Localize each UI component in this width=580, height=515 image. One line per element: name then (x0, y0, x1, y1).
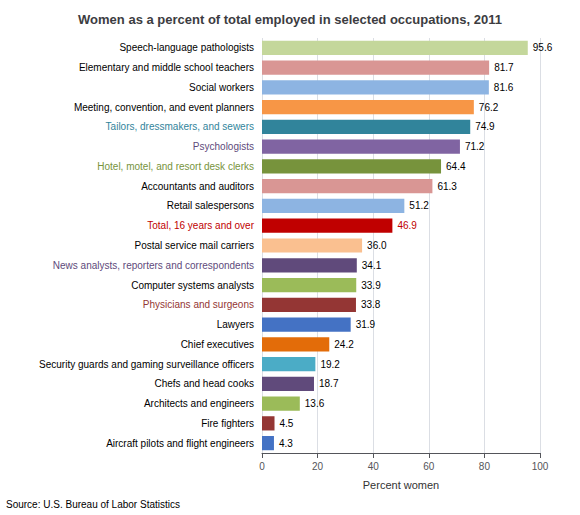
svg-text:18.7: 18.7 (319, 378, 339, 389)
svg-text:Social workers: Social workers (189, 82, 254, 93)
svg-text:Elementary and middle school t: Elementary and middle school teachers (79, 62, 254, 73)
svg-text:81.6: 81.6 (494, 82, 514, 93)
svg-text:Hotel, motel, and resort desk: Hotel, motel, and resort desk clerks (97, 161, 254, 172)
svg-text:Psychologists: Psychologists (193, 141, 254, 152)
svg-text:24.2: 24.2 (334, 339, 354, 350)
svg-text:Postal service mail carriers: Postal service mail carriers (135, 240, 254, 251)
svg-text:33.9: 33.9 (361, 280, 381, 291)
svg-text:Meeting, convention, and event: Meeting, convention, and event planners (74, 102, 254, 113)
svg-text:40: 40 (368, 461, 380, 472)
svg-text:Physicians and surgeons: Physicians and surgeons (143, 299, 254, 310)
svg-text:Retail salespersons: Retail salespersons (167, 200, 254, 211)
svg-text:Chefs and head cooks: Chefs and head cooks (154, 378, 254, 389)
svg-text:Computer systems analysts: Computer systems analysts (131, 280, 254, 291)
svg-text:36.0: 36.0 (367, 240, 387, 251)
svg-text:81.7: 81.7 (494, 62, 514, 73)
svg-text:Security guards and gaming sur: Security guards and gaming surveillance … (39, 359, 254, 370)
svg-text:31.9: 31.9 (356, 319, 376, 330)
svg-text:76.2: 76.2 (479, 102, 499, 113)
svg-text:19.2: 19.2 (320, 359, 340, 370)
svg-text:Fire fighters: Fire fighters (201, 418, 254, 429)
svg-text:Total, 16 years and over: Total, 16 years and over (147, 220, 254, 231)
svg-text:Tailors, dressmakers, and sewe: Tailors, dressmakers, and sewers (106, 121, 254, 132)
svg-text:95.6: 95.6 (533, 42, 553, 53)
svg-text:4.3: 4.3 (279, 438, 293, 449)
svg-text:13.6: 13.6 (305, 398, 325, 409)
svg-text:Lawyers: Lawyers (217, 319, 254, 330)
svg-text:Percent women: Percent women (363, 479, 439, 491)
svg-text:64.4: 64.4 (446, 161, 466, 172)
svg-text:4.5: 4.5 (280, 418, 294, 429)
svg-text:Women as a percent of total em: Women as a percent of total employed in … (78, 12, 502, 27)
svg-text:80: 80 (479, 461, 491, 472)
svg-text:Source: U.S. Bureau of Labor S: Source: U.S. Bureau of Labor Statistics (6, 499, 180, 510)
svg-text:0: 0 (259, 461, 265, 472)
svg-text:34.1: 34.1 (362, 260, 382, 271)
svg-text:51.2: 51.2 (409, 200, 429, 211)
svg-text:74.9: 74.9 (475, 121, 495, 132)
svg-text:100: 100 (532, 461, 549, 472)
svg-text:71.2: 71.2 (465, 141, 485, 152)
svg-text:46.9: 46.9 (397, 220, 417, 231)
svg-text:News analysts, reporters and c: News analysts, reporters and corresponde… (53, 260, 254, 271)
svg-text:Accountants and auditors: Accountants and auditors (141, 181, 254, 192)
svg-text:61.3: 61.3 (437, 181, 457, 192)
svg-text:20: 20 (312, 461, 324, 472)
svg-text:Aircraft pilots and flight eng: Aircraft pilots and flight engineers (106, 438, 254, 449)
svg-text:60: 60 (423, 461, 435, 472)
svg-text:Chief executives: Chief executives (181, 339, 254, 350)
svg-text:Speech-language pathologists: Speech-language pathologists (119, 42, 254, 53)
svg-text:33.8: 33.8 (361, 299, 381, 310)
svg-text:Architects and engineers: Architects and engineers (144, 398, 254, 409)
